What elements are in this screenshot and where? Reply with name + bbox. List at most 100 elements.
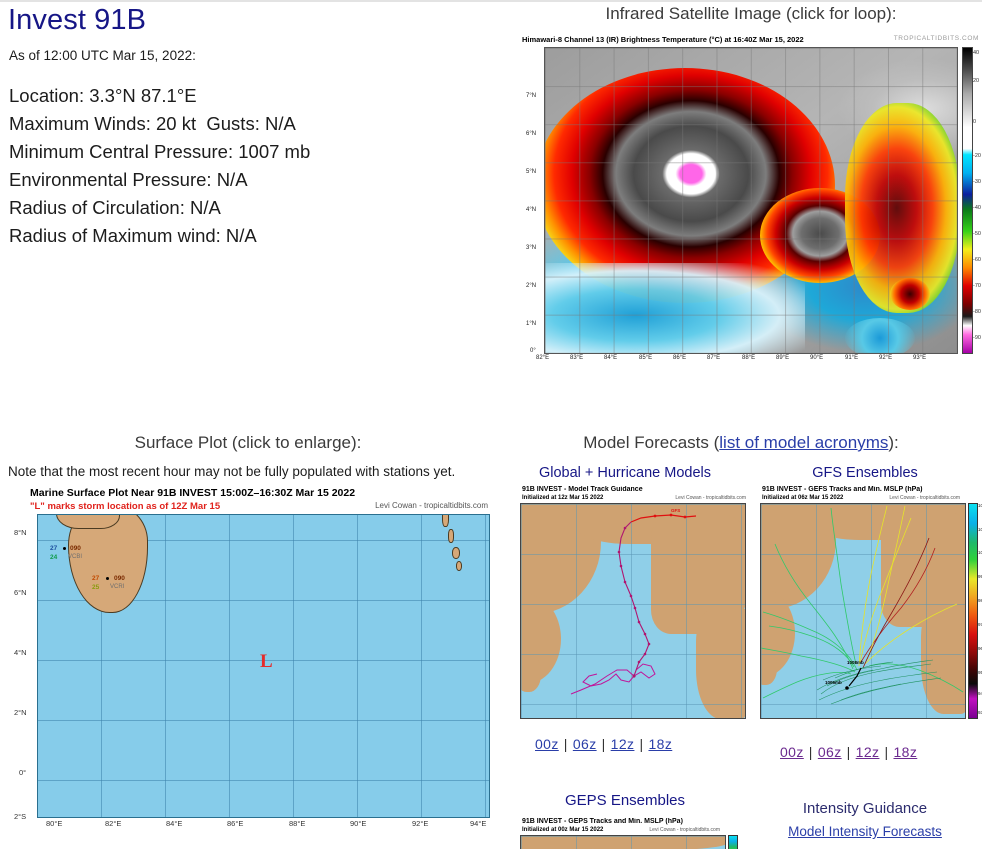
gfs-ensembles-label: GFS Ensembles	[812, 465, 918, 481]
gefs-run-link-06z[interactable]: 06z	[817, 744, 842, 760]
gefs-colorbar	[968, 503, 978, 719]
sat-x-tick: 88°E	[742, 355, 756, 361]
nicobar-islands	[456, 561, 462, 571]
gefs-run-link-00z[interactable]: 00z	[780, 744, 804, 760]
geps-map-subtitle: Initialized at 00z Mar 15 2022	[522, 827, 604, 833]
sat-y-tick: 3°N	[526, 245, 537, 251]
gefs-cbar-tick: 1007	[978, 527, 982, 532]
global-hurricane-models-label: Global + Hurricane Models	[538, 465, 712, 481]
gefs-cbar-tick: 970	[978, 622, 982, 627]
model-acronyms-link[interactable]: list of model acronyms	[719, 433, 889, 452]
gefs-map-title: 91B INVEST - GEFS Tracks and Min. MSLP (…	[762, 486, 923, 493]
satellite-map-frame	[544, 47, 958, 354]
model-intensity-forecasts-link[interactable]: Model Intensity Forecasts	[788, 824, 942, 839]
gefs-ensemble-tracks: 1008mb 1006mb	[761, 505, 964, 705]
sat-y-tick: 7°N	[526, 93, 537, 99]
sat-y-tick: 4°N	[526, 207, 537, 213]
gefs-cbar-tick: 930	[978, 710, 982, 715]
svg-text:1008mb: 1008mb	[847, 660, 864, 665]
surf-x-tick: 84°E	[166, 819, 183, 828]
geps-ensembles-label: GEPS Ensembles	[564, 792, 686, 809]
gefs-cbar-tick: 940	[978, 691, 982, 696]
surface-map-frame: 27 090 24 VCBI 27 090 25 VCRI L	[37, 514, 490, 818]
sat-cbar-tick: 0	[973, 119, 977, 125]
model-track-lines: GFS	[570, 508, 697, 695]
sat-cbar-tick: -80	[973, 309, 981, 315]
sat-x-tick: 85°E	[639, 355, 653, 361]
run-link-06z[interactable]: 06z	[572, 736, 597, 752]
gefs-run-link-12z[interactable]: 12z	[855, 744, 880, 760]
geps-map-title: 91B INVEST - GEPS Tracks and Min. MSLP (…	[522, 818, 683, 825]
sat-y-tick: 1°N	[526, 321, 537, 327]
sat-x-tick: 91°E	[845, 355, 859, 361]
geps-map-frame	[520, 835, 726, 849]
track-map-credit: Levi Cowan - tropicaltidbits.com	[675, 495, 746, 501]
sat-x-tick: 89°E	[776, 355, 790, 361]
link-separator: |	[808, 744, 813, 760]
surface-plot-title: Marine Surface Plot Near 91B INVEST 15:0…	[30, 487, 356, 499]
track-map-title: 91B INVEST - Model Track Guidance	[522, 486, 643, 493]
gefs-cbar-tick: 990	[978, 574, 982, 579]
link-separator: |	[884, 744, 889, 760]
surf-x-tick: 94°E	[470, 819, 487, 828]
satellite-gridlines	[545, 48, 957, 353]
surf-x-tick: 80°E	[46, 819, 63, 828]
top-divider	[0, 0, 982, 2]
run-link-00z[interactable]: 00z	[535, 736, 559, 752]
sat-cbar-tick: -40	[973, 205, 981, 211]
surf-y-tick: 6°N	[14, 588, 27, 597]
geps-ensembles-image[interactable]: 91B INVEST - GEPS Tracks and Min. MSLP (…	[520, 818, 742, 849]
stat-location: Location: 3.3°N 87.1°E	[9, 85, 197, 106]
gefs-cbar-tick: 950	[978, 670, 982, 675]
gefs-map-credit: Levi Cowan - tropicaltidbits.com	[889, 495, 960, 501]
stat-max-winds: Maximum Winds: 20 kt Gusts: N/A	[9, 113, 296, 134]
sat-cbar-tick: 20	[973, 78, 980, 84]
stat-min-pressure: Minimum Central Pressure: 1007 mb	[9, 141, 311, 162]
stat-radius-max-wind: Radius of Maximum wind: N/A	[9, 225, 257, 246]
gefs-map-frame: 1008mb 1006mb	[760, 503, 966, 719]
surface-plot-subtitle: "L" marks storm location as of 12Z Mar 1…	[30, 501, 221, 512]
andaman-islands	[442, 515, 449, 527]
andaman-islands	[448, 529, 454, 543]
gefs-map-subtitle: Initialized at 06z Mar 15 2022	[762, 495, 844, 501]
gefs-ensembles-image[interactable]: 91B INVEST - GEFS Tracks and Min. MSLP (…	[760, 486, 982, 720]
intensity-guidance-label: Intensity Guidance	[802, 800, 928, 817]
infrared-satellite-image[interactable]: Himawari-8 Channel 13 (IR) Brightness Te…	[520, 33, 982, 378]
surface-plot-heading: Surface Plot (click to enlarge):	[134, 433, 362, 452]
run-link-12z[interactable]: 12z	[610, 736, 635, 752]
sat-cbar-tick: -50	[973, 231, 981, 237]
sat-x-tick: 83°E	[570, 355, 584, 361]
surface-plot-credit: Levi Cowan - tropicaltidbits.com	[375, 501, 488, 510]
run-link-18z[interactable]: 18z	[648, 736, 673, 752]
sat-x-tick: 82°E	[536, 355, 550, 361]
intensity-forecasts-row: Model Intensity Forecasts	[748, 824, 982, 839]
sat-y-tick: 6°N	[526, 131, 537, 137]
sat-cbar-tick: -30	[973, 179, 981, 185]
gefs-cbar-tick: 980	[978, 598, 982, 603]
gefs-run-link-18z[interactable]: 18z	[893, 744, 918, 760]
model-track-guidance-image[interactable]: 91B INVEST - Model Track Guidance Initia…	[520, 486, 748, 720]
storm-stats: Location: 3.3°N 87.1°E Maximum Winds: 20…	[9, 82, 310, 250]
gefs-cbar-tick: 960	[978, 646, 982, 651]
gefs-map-gridlines	[761, 504, 965, 718]
surface-plot-image[interactable]: Marine Surface Plot Near 91B INVEST 15:0…	[8, 487, 492, 849]
model-heading-prefix: Model Forecasts (	[583, 433, 720, 452]
sat-x-tick: 92°E	[879, 355, 893, 361]
link-separator: |	[563, 736, 568, 752]
satellite-heading: Infrared Satellite Image (click for loop…	[605, 4, 897, 23]
surf-y-tick: 8°N	[14, 528, 27, 537]
surf-x-tick: 86°E	[227, 819, 244, 828]
india-landmass	[56, 515, 120, 529]
surf-y-tick: 0°	[19, 768, 27, 777]
surf-y-tick: 2°N	[14, 708, 27, 717]
gefs-cbar-tick: 1011	[978, 503, 982, 508]
sat-y-tick: 5°N	[526, 169, 537, 175]
surf-y-tick: 2°S	[14, 812, 27, 821]
satellite-image-title: Himawari-8 Channel 13 (IR) Brightness Te…	[522, 35, 804, 44]
model-heading-suffix: ):	[888, 433, 899, 452]
track-map-run-links: 00z | 06z | 12z | 18z	[535, 736, 672, 752]
track-map-frame: GFS	[520, 503, 746, 719]
as-of-text: As of 12:00 UTC Mar 15, 2022:	[9, 48, 196, 63]
gefs-cbar-tick: 1000	[978, 550, 982, 555]
sat-x-tick: 84°E	[604, 355, 618, 361]
